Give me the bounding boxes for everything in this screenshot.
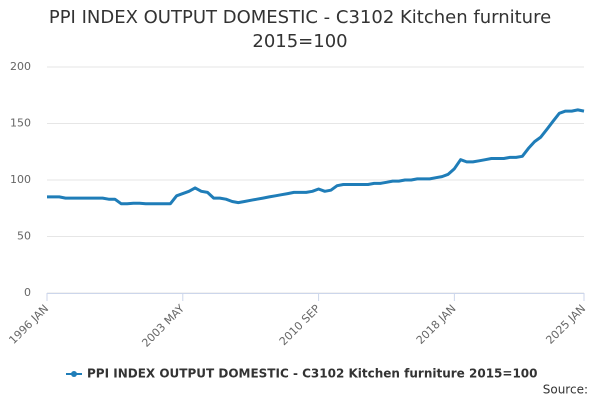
y-tick-label: 50	[17, 230, 31, 243]
legend-marker	[71, 371, 77, 377]
source: Source:	[543, 383, 588, 397]
legend-label: PPI INDEX OUTPUT DOMESTIC - C3102 Kitche…	[87, 367, 538, 381]
chart-title: PPI INDEX OUTPUT DOMESTIC - C3102 Kitche…	[48, 7, 552, 52]
x-tick-label: 2025 JAN	[543, 302, 588, 347]
x-tick-label: 2010 SEP	[277, 302, 323, 348]
y-tick-label: 200	[10, 60, 31, 73]
y-tick-label: 0	[24, 286, 31, 299]
x-tick-label: 2018 JAN	[414, 302, 459, 347]
data-line	[47, 108, 585, 206]
y-tick-label: 100	[10, 173, 31, 186]
x-tick-label: 1996 JAN	[6, 302, 51, 347]
y-tick-label: 150	[10, 117, 31, 130]
x-tick-label: 2003 MAY	[139, 302, 187, 350]
